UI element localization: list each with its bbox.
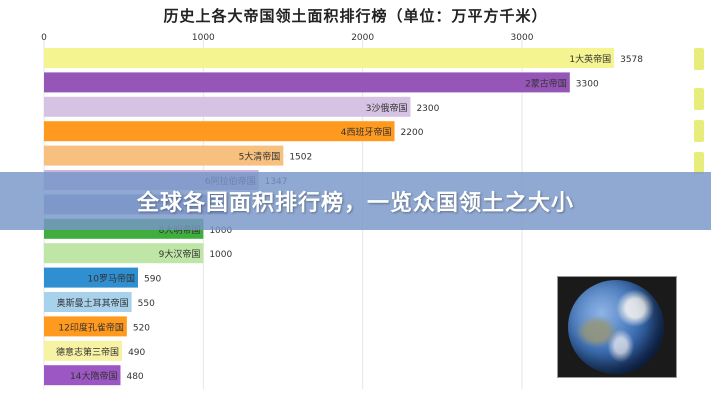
bar-category-label: 5大清帝国 [239, 151, 281, 163]
bar-category-label: 3沙俄帝国 [366, 102, 408, 114]
bar-value-label: 3578 [620, 55, 643, 65]
x-tick-label: 0 [41, 33, 47, 43]
bar [44, 292, 132, 312]
decorative-strip [694, 120, 704, 142]
bar [44, 72, 570, 93]
bar-value-label: 520 [133, 323, 150, 333]
bar [44, 267, 139, 288]
bar-category-label: 德意志第三帝国 [56, 346, 119, 358]
bar-value-label: 1000 [209, 226, 232, 236]
earth-globe-icon [568, 280, 664, 374]
bar-value-label: 1000 [209, 250, 232, 260]
bar [44, 340, 123, 361]
bar-value-label: 2200 [401, 128, 424, 138]
overlay-banner: 全球各国面积排行榜，一览众国领土之大小 [0, 172, 711, 230]
bar [44, 365, 121, 386]
bar [44, 243, 204, 264]
bar-value-label: 590 [144, 275, 161, 285]
bar-category-label: 14大隋帝国 [70, 370, 117, 382]
bar-value-label: 2300 [416, 104, 439, 114]
bar-category-label: 奥斯曼土耳其帝国 [57, 297, 129, 309]
decorative-strip [694, 48, 704, 70]
bar-value-label: 3300 [576, 79, 599, 89]
bar-category-label: 9大汉帝国 [159, 248, 201, 260]
globe-image-frame [557, 276, 677, 378]
bar-category-label: 4西班牙帝国 [341, 126, 392, 138]
x-tick-label: 1000 [192, 33, 215, 43]
bar-category-label: 12印度孔雀帝国 [58, 321, 123, 333]
decorative-strip [694, 88, 704, 110]
x-tick-label: 2000 [351, 33, 374, 43]
bar [44, 48, 615, 68]
banner-text: 全球各国面积排行榜，一览众国领土之大小 [136, 191, 574, 216]
chart-title: 历史上各大帝国领土面积排行榜（单位：万平方千米） [163, 7, 548, 25]
bar-value-label: 480 [126, 372, 143, 382]
bar-category-label: 2蒙古帝国 [525, 77, 567, 89]
bar-category-label: 10罗马帝国 [88, 273, 135, 285]
decorative-strip [694, 152, 704, 174]
bar-value-label: 1502 [289, 153, 312, 163]
x-tick-label: 3000 [511, 33, 534, 43]
bar-value-label: 490 [128, 348, 145, 358]
bar [44, 96, 411, 117]
bar [44, 316, 127, 337]
bar-category-label: 1大英帝国 [569, 53, 611, 65]
bar-value-label: 550 [138, 299, 155, 309]
bar [44, 145, 284, 166]
bar [44, 121, 395, 142]
